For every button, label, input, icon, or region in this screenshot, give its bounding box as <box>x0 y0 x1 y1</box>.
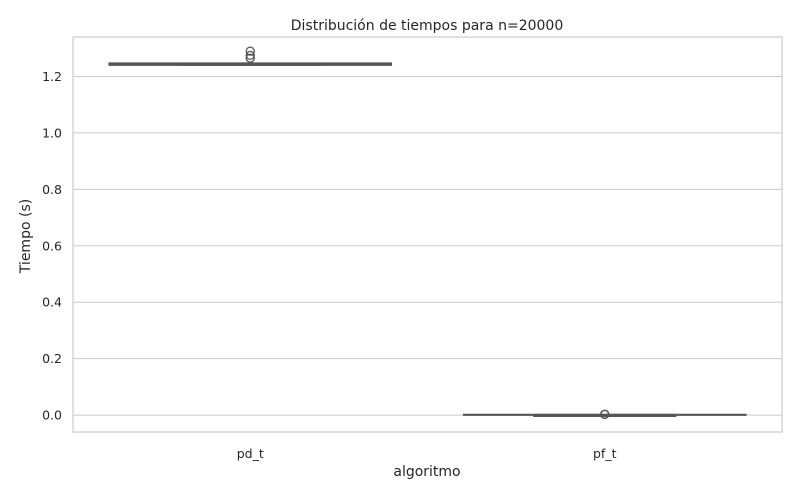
y-tick-label: 0.0 <box>42 408 62 423</box>
box-pd_t <box>108 46 393 66</box>
outlier-point <box>600 409 610 419</box>
y-tick-label: 0.4 <box>42 295 62 310</box>
grid <box>73 76 782 416</box>
plot-frame <box>72 36 783 433</box>
chart-title: Distribución de tiempos para n=20000 <box>291 18 564 34</box>
y-tick-label: 1.2 <box>42 69 62 84</box>
outlier-point <box>245 46 255 56</box>
x-axis-label: algoritmo <box>393 464 460 480</box>
y-axis-label: Tiempo (s) <box>18 199 34 274</box>
x-tick-label: pf_t <box>593 446 617 461</box>
outlier-point <box>245 53 255 63</box>
x-tick-label: pd_t <box>237 446 264 461</box>
x-tick-labels: pd_t pf_t <box>237 446 617 461</box>
outlier-point <box>245 50 255 60</box>
boxes <box>108 46 747 420</box>
y-tick-label: 0.2 <box>42 351 62 366</box>
box-pf_t <box>462 409 747 420</box>
y-tick-label: 0.6 <box>42 238 62 253</box>
y-tick-label: 1.0 <box>42 125 62 140</box>
y-tick-labels: 0.0 0.2 0.4 0.6 0.8 1.0 1.2 <box>42 69 62 423</box>
y-tick-label: 0.8 <box>42 182 62 197</box>
